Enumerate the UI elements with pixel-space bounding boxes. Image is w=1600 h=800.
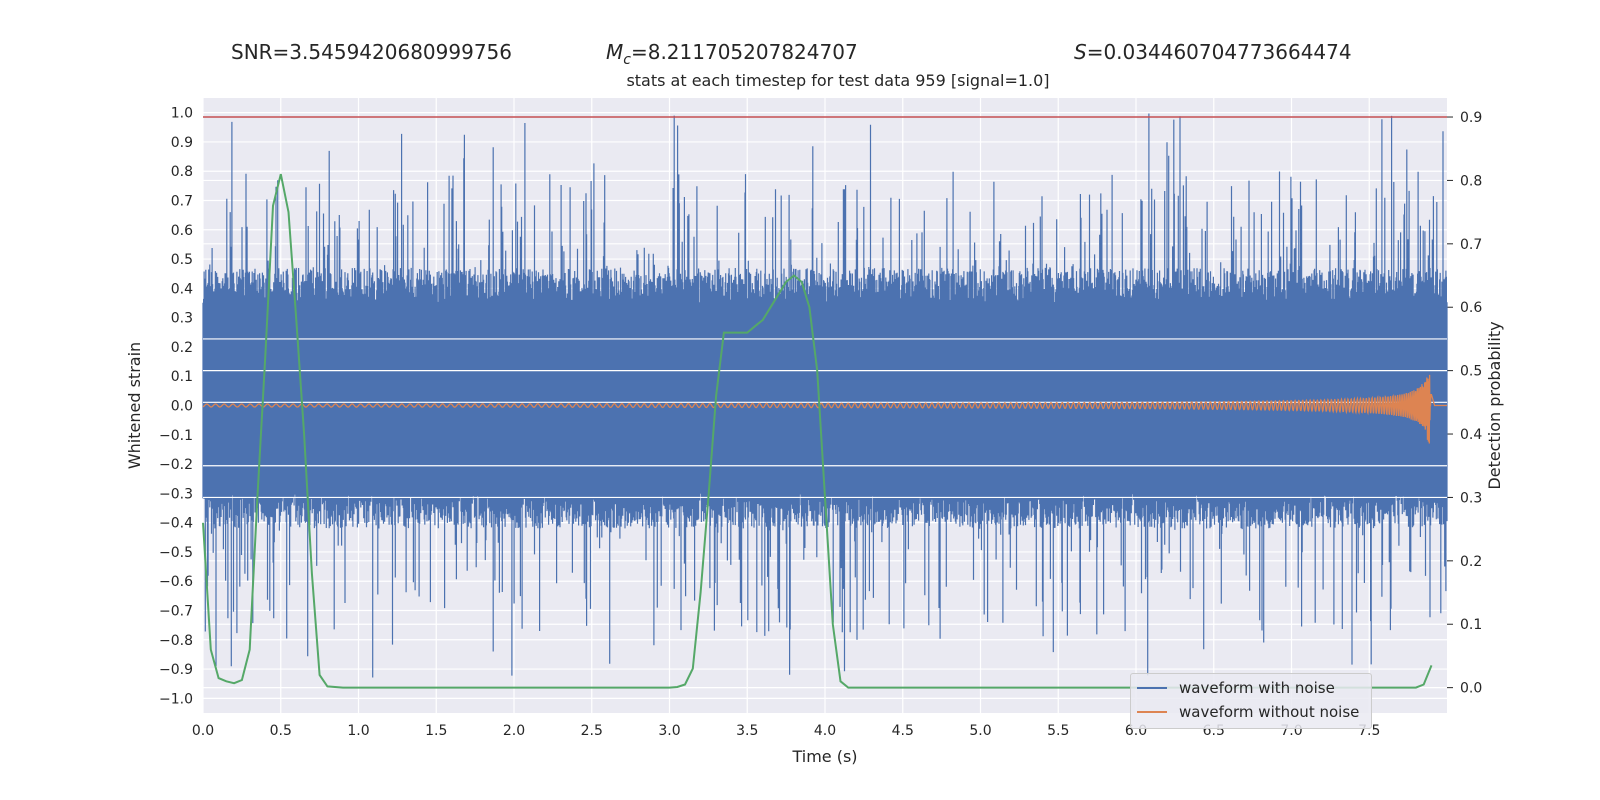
legend-item-clean: waveform without noise: [1137, 702, 1359, 722]
y-left-tick-label: −0.1: [159, 428, 193, 444]
x-tick-label: 3.0: [658, 723, 680, 739]
y-left-tick-label: 0.1: [171, 369, 193, 385]
y-left-tick-label: 0.6: [171, 223, 193, 239]
x-tick-label: 4.0: [814, 723, 836, 739]
x-tick-label: 2.5: [581, 723, 603, 739]
series-detection-probability: [202, 173, 1433, 689]
y-left-tick-label: −0.2: [159, 457, 193, 473]
y-left-tick-label: −0.8: [159, 633, 193, 649]
x-tick-label: 1.5: [425, 723, 447, 739]
x-tick-label: 5.5: [1047, 723, 1069, 739]
y-right-tick-label: 0.5: [1460, 364, 1482, 380]
y-axis-label-right: Detection probability: [1485, 321, 1504, 489]
legend: waveform with noise waveform without noi…: [1130, 673, 1372, 729]
x-tick-label: 2.0: [503, 723, 525, 739]
mc-value: =8.211705207824707: [630, 40, 858, 64]
y-left-tick-label: −0.9: [159, 662, 193, 678]
y-right-tick-label: 0.0: [1460, 681, 1482, 697]
x-tick-label: 4.5: [892, 723, 914, 739]
y-right-tick-label: 0.6: [1460, 300, 1482, 316]
x-tick-label: 1.0: [347, 723, 369, 739]
y-left-tick-label: 0.2: [171, 340, 193, 356]
y-left-tick-label: −0.6: [159, 574, 193, 590]
y-left-tick-label: 0.7: [171, 194, 193, 210]
legend-swatch-clean: [1137, 711, 1167, 713]
y-right-tick-label: 0.8: [1460, 173, 1482, 189]
y-left-tick-label: 0.4: [171, 281, 193, 297]
snr-label: SNR=3.5459420680999756: [231, 40, 512, 64]
mc-symbol: M: [606, 40, 624, 64]
series-waveform-without-noise: [202, 374, 1447, 444]
x-tick-label: 0.0: [192, 723, 214, 739]
s-symbol: S: [1074, 40, 1087, 64]
y-right-tick-label: 0.7: [1460, 237, 1482, 253]
y-left-tick-label: 0.5: [171, 252, 193, 268]
mc-subscript: c: [623, 52, 631, 68]
y-left-tick-label: −0.3: [159, 486, 193, 502]
x-tick-label: 0.5: [270, 723, 292, 739]
s-value: =0.034460704773664474: [1086, 40, 1352, 64]
x-axis-label: Time (s): [791, 747, 857, 766]
series-waveform-with-noise-core: [203, 303, 1447, 494]
y-left-tick-label: −0.7: [159, 604, 193, 620]
y-right-tick-label: 0.2: [1460, 554, 1482, 570]
x-tick-label: 3.5: [736, 723, 758, 739]
y-axis-label-left: Whitened strain: [125, 342, 144, 469]
y-left-tick-label: 0.9: [171, 135, 193, 151]
y-left-tick-label: −0.4: [159, 516, 193, 532]
y-left-tick-label: 0.0: [171, 399, 193, 415]
y-left-tick-label: −1.0: [159, 691, 193, 707]
y-left-tick-label: 0.3: [171, 311, 193, 327]
legend-swatch-noise: [1137, 687, 1167, 689]
legend-label-clean: waveform without noise: [1179, 703, 1360, 721]
x-tick-label: 5.0: [969, 723, 991, 739]
legend-label-noise: waveform with noise: [1179, 679, 1335, 697]
y-right-tick-label: 0.9: [1460, 110, 1482, 126]
y-right-tick-label: 0.3: [1460, 490, 1482, 506]
legend-item-noise: waveform with noise: [1137, 678, 1335, 698]
chart-subtitle: stats at each timestep for test data 959…: [626, 71, 1050, 90]
spin-label: S=0.034460704773664474: [1074, 40, 1352, 64]
y-left-tick-label: 0.8: [171, 164, 193, 180]
y-left-tick-label: 1.0: [171, 106, 193, 122]
y-right-tick-label: 0.1: [1460, 617, 1482, 633]
y-right-tick-label: 0.4: [1460, 427, 1482, 443]
y-left-tick-label: −0.5: [159, 545, 193, 561]
chirp-mass-label: Mc=8.211705207824707: [606, 40, 858, 68]
